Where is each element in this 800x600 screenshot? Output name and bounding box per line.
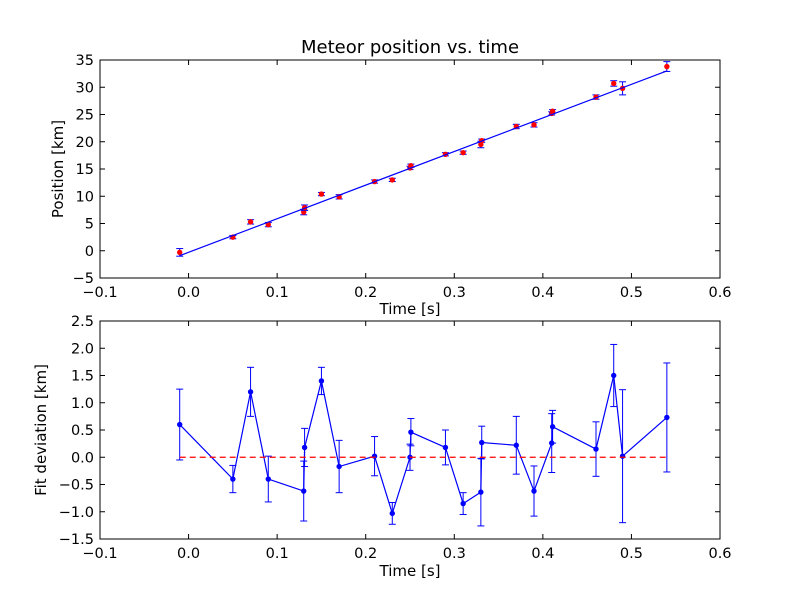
position-chart: Meteor position vs. time −0.1 0.0 0.1 0.2 0.… [49, 37, 732, 318]
position-chart-y-ticks: −5 0 5 10 15 20 25 30 35 [73, 53, 720, 287]
x-tick-label: 0.2 [354, 546, 377, 562]
x-tick-label: 0.1 [266, 546, 289, 562]
position-chart-title: Meteor position vs. time [301, 37, 519, 58]
y-tick-label: 10 [76, 189, 94, 205]
position-chart-x-axis-label: Time [s] [379, 300, 441, 318]
x-tick-label: 0.5 [620, 546, 643, 562]
x-tick-label: 0.2 [354, 285, 377, 301]
data-point [478, 489, 484, 495]
data-point [336, 463, 342, 470]
data-point [230, 476, 236, 482]
y-tick-label: −0.5 [59, 478, 94, 494]
data-point [247, 219, 254, 225]
position-chart-y-axis-label: Position [km] [49, 120, 67, 218]
data-point [664, 63, 670, 70]
deviation-chart-x-ticks: −0.1 0.0 0.1 0.2 0.3 0.4 0.5 0.6 [82, 321, 732, 562]
data-point [247, 389, 254, 395]
data-point [531, 488, 537, 494]
y-tick-label: −1.0 [59, 505, 94, 521]
data-point [513, 442, 519, 448]
data-point [479, 439, 485, 446]
x-tick-label: 0.1 [266, 285, 289, 301]
x-tick-label: −0.1 [82, 285, 117, 301]
data-point [611, 80, 617, 87]
data-point [177, 421, 183, 428]
data-point [442, 444, 449, 451]
data-point [177, 249, 183, 256]
y-tick-label: 15 [76, 162, 94, 178]
y-tick-label: 0.5 [71, 423, 94, 439]
data-point [318, 191, 325, 197]
x-tick-label: 0.6 [708, 285, 731, 301]
data-point [301, 444, 308, 451]
x-tick-label: 0.3 [443, 546, 466, 562]
position-chart-plot-area [176, 61, 671, 257]
x-tick-label: 0.5 [620, 285, 643, 301]
data-point [531, 122, 537, 128]
y-tick-label: 5 [85, 217, 94, 233]
y-tick-label: 1.0 [71, 396, 94, 412]
data-point [549, 108, 556, 114]
y-tick-label: 30 [76, 80, 94, 96]
y-tick-label: 0.0 [71, 450, 94, 466]
deviation-chart-y-ticks: −1.5 −1.0 −0.5 0.0 0.5 1.0 1.5 2.0 2.5 [59, 314, 720, 548]
data-point [664, 414, 670, 421]
x-tick-label: 0.6 [708, 546, 731, 562]
x-tick-label: 0.0 [177, 546, 200, 562]
data-point [460, 500, 466, 507]
x-tick-label: −0.1 [82, 546, 117, 562]
data-point [408, 429, 414, 435]
data-point [318, 378, 325, 384]
x-tick-label: 0.3 [443, 285, 466, 301]
y-tick-label: 35 [76, 53, 94, 69]
fit-line [179, 70, 668, 257]
data-point [389, 510, 395, 517]
data-point [549, 424, 556, 430]
data-point [460, 149, 466, 156]
y-tick-label: 2.0 [71, 341, 94, 357]
deviation-chart-y-axis-label: Fit deviation [km] [32, 364, 50, 496]
data-point [301, 488, 307, 494]
deviation-series-line [179, 375, 668, 516]
y-tick-label: 0 [85, 244, 94, 260]
y-tick-label: −5 [73, 271, 94, 287]
data-point [389, 177, 395, 183]
y-tick-label: 2.5 [71, 314, 94, 330]
x-tick-label: 0.4 [531, 546, 554, 562]
position-chart-x-ticks: −0.1 0.0 0.1 0.2 0.3 0.4 0.5 0.6 [82, 60, 732, 301]
deviation-chart-plot-area [176, 343, 671, 527]
x-tick-label: 0.4 [531, 285, 554, 301]
y-tick-label: 1.5 [71, 369, 94, 385]
x-tick-label: 0.0 [177, 285, 200, 301]
data-point [593, 446, 599, 452]
deviation-chart-x-axis-label: Time [s] [379, 562, 441, 580]
deviation-chart: −0.1 0.0 0.1 0.2 0.3 0.4 0.5 0.6 −1.5 −1.0 −0.5 0.… [32, 314, 732, 580]
data-point [611, 372, 617, 379]
y-tick-label: 25 [76, 108, 94, 124]
data-point [265, 476, 271, 482]
y-tick-label: −1.5 [59, 532, 94, 548]
y-tick-label: 20 [76, 135, 94, 151]
